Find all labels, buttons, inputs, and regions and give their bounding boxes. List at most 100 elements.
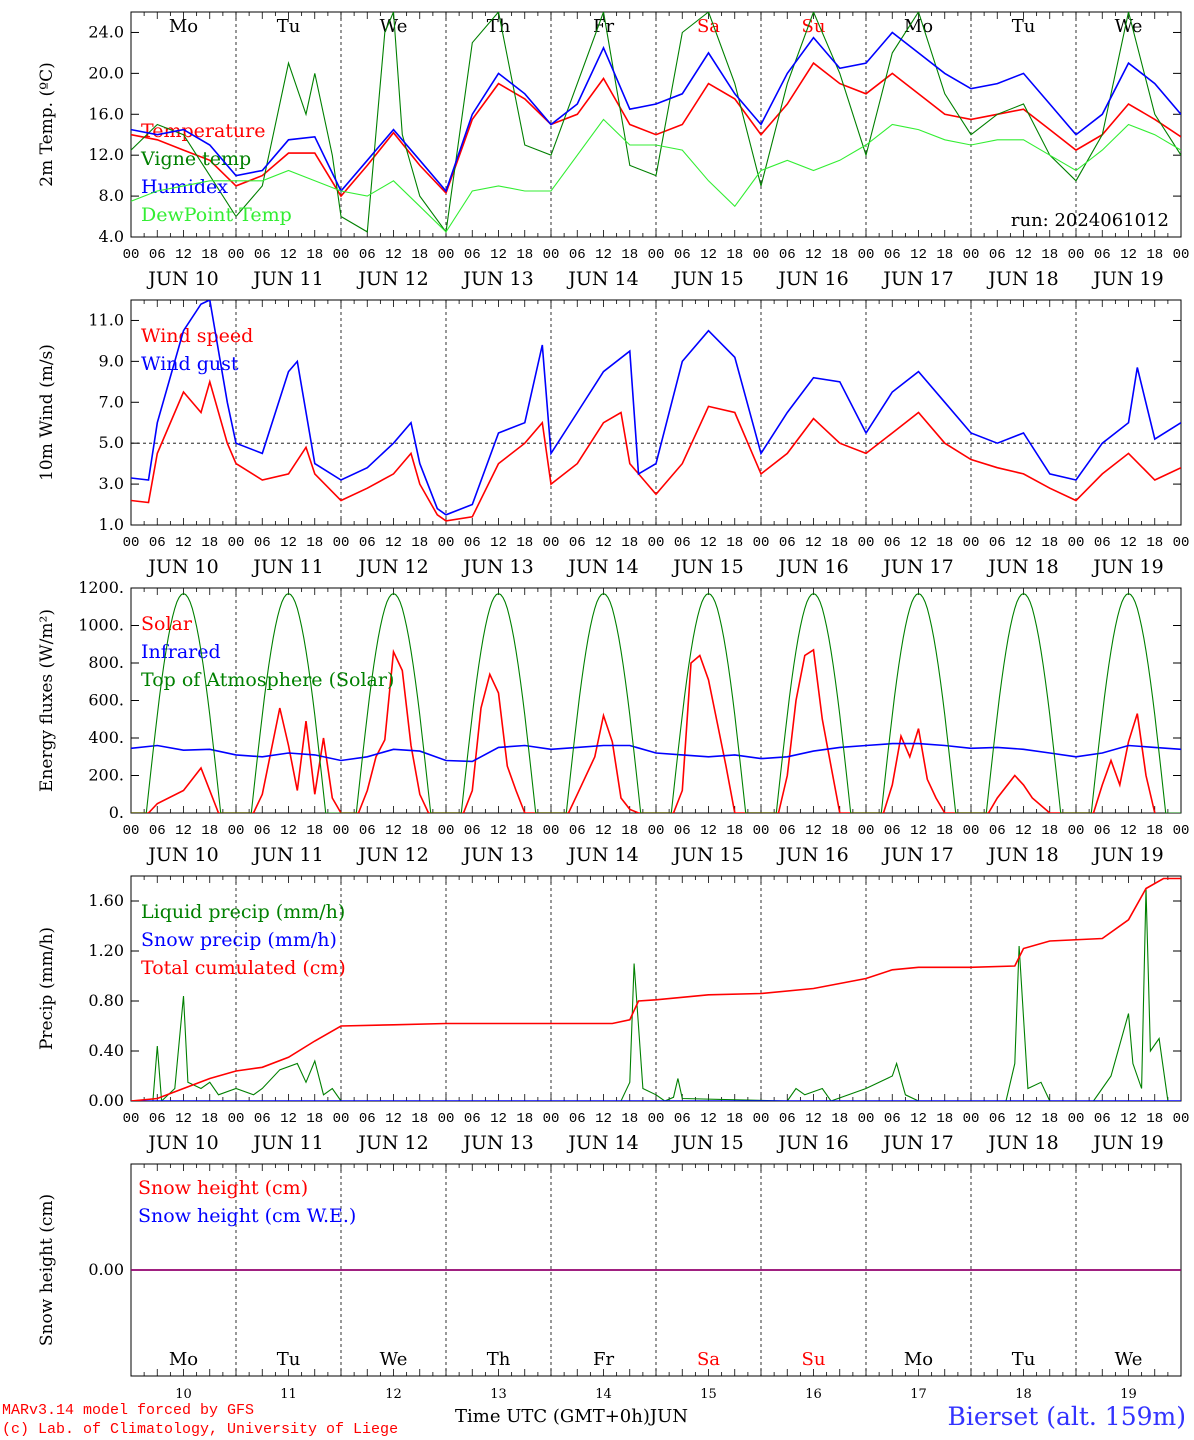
hour-tick-label: 06: [359, 1111, 376, 1127]
hour-tick-label: 12: [1015, 535, 1032, 551]
hour-tick-label: 18: [621, 1111, 638, 1127]
date-label: JUN 15: [671, 1132, 743, 1154]
hour-tick-label: 12: [595, 247, 612, 263]
hour-tick-label: 00: [1068, 247, 1085, 263]
hour-tick-label: 06: [569, 1111, 586, 1127]
legend-entry: Solar: [141, 613, 193, 635]
day-number: 15: [700, 1387, 717, 1402]
hour-tick-label: 00: [1173, 823, 1190, 839]
hour-tick-label: 06: [149, 823, 166, 839]
weekday-label: Tu: [1012, 1349, 1036, 1370]
weekday-label: Mo: [904, 1349, 933, 1370]
weekday-label: Th: [487, 16, 511, 37]
date-label: JUN 11: [251, 268, 323, 290]
hour-tick-label: 12: [175, 535, 192, 551]
hour-tick-label: 00: [1068, 823, 1085, 839]
hour-tick-label: 06: [989, 1111, 1006, 1127]
date-label: JUN 18: [986, 556, 1058, 578]
hour-tick-label: 18: [411, 247, 428, 263]
date-label: JUN 19: [1091, 268, 1163, 290]
hour-tick-label: 12: [805, 535, 822, 551]
weekday-label: Su: [802, 1349, 826, 1370]
hour-tick-label: 12: [490, 247, 507, 263]
hour-tick-label: 06: [989, 247, 1006, 263]
date-label: JUN 17: [881, 844, 953, 866]
hour-tick-label: 12: [805, 247, 822, 263]
hour-tick-label: 18: [201, 247, 218, 263]
hour-tick-label: 00: [648, 1111, 665, 1127]
hour-tick-label: 06: [779, 823, 796, 839]
hour-tick-label: 12: [385, 535, 402, 551]
hour-tick-label: 06: [779, 247, 796, 263]
date-label: JUN 12: [356, 844, 428, 866]
hour-tick-label: 00: [543, 247, 560, 263]
hour-tick-label: 00: [228, 535, 245, 551]
date-label: JUN 16: [776, 268, 848, 290]
hour-tick-label: 06: [149, 535, 166, 551]
hour-tick-label: 06: [254, 1111, 271, 1127]
hour-tick-label: 18: [621, 535, 638, 551]
hour-tick-label: 00: [438, 247, 455, 263]
date-label: JUN 12: [356, 556, 428, 578]
y-tick-label: 1.0: [99, 515, 124, 534]
hour-tick-label: 06: [674, 823, 691, 839]
weekday-label: We: [1115, 16, 1143, 37]
hour-tick-label: 06: [884, 1111, 901, 1127]
hour-tick-label: 18: [201, 1111, 218, 1127]
date-label: JUN 13: [461, 844, 533, 866]
hour-tick-label: 12: [280, 823, 297, 839]
y-tick-label: 24.0: [88, 22, 124, 41]
series-line: [131, 31, 1181, 193]
date-label: JUN 10: [146, 844, 218, 866]
hour-tick-label: 18: [1041, 535, 1058, 551]
hour-tick-label: 00: [438, 1111, 455, 1127]
hour-tick-label: 12: [700, 535, 717, 551]
hour-tick-label: 18: [1041, 247, 1058, 263]
hour-tick-label: 00: [648, 247, 665, 263]
hour-tick-label: 00: [963, 1111, 980, 1127]
date-label: JUN 11: [251, 844, 323, 866]
hour-tick-label: 00: [753, 247, 770, 263]
hour-tick-label: 18: [201, 823, 218, 839]
date-label: JUN 14: [566, 556, 638, 578]
hour-tick-label: 18: [411, 1111, 428, 1127]
hour-tick-label: 12: [700, 247, 717, 263]
hour-tick-label: 12: [175, 247, 192, 263]
hour-tick-label: 06: [359, 823, 376, 839]
legend-entry: Liquid precip (mm/h): [141, 901, 345, 923]
hour-tick-label: 18: [936, 1111, 953, 1127]
weekday-label: We: [1115, 1349, 1143, 1370]
legend-entry: Temperature: [141, 120, 265, 142]
y-tick-label: 3.0: [99, 474, 124, 493]
hour-tick-label: 00: [543, 535, 560, 551]
hour-tick-label: 12: [805, 823, 822, 839]
hour-tick-label: 06: [884, 247, 901, 263]
hour-tick-label: 18: [306, 1111, 323, 1127]
hour-tick-label: 00: [543, 823, 560, 839]
hour-tick-label: 12: [595, 823, 612, 839]
hour-tick-label: 06: [254, 535, 271, 551]
hour-tick-label: 06: [464, 247, 481, 263]
date-label: JUN 10: [146, 556, 218, 578]
hour-tick-label: 00: [753, 535, 770, 551]
hour-tick-label: 12: [490, 823, 507, 839]
hour-tick-label: 12: [1120, 535, 1137, 551]
weekday-label: Th: [487, 1349, 511, 1370]
weekday-label: Fr: [593, 1349, 614, 1370]
legend-entry: Wind gust: [141, 353, 239, 375]
y-tick-label: 11.0: [88, 310, 124, 329]
date-label: JUN 19: [1091, 844, 1163, 866]
weekday-label: Mo: [169, 16, 198, 37]
y-tick-label: 1000.: [78, 616, 124, 635]
y-tick-label: 7.0: [99, 392, 124, 411]
date-label: JUN 19: [1091, 1132, 1163, 1154]
y-tick-label: 8.0: [99, 186, 124, 205]
series-line: [131, 300, 1181, 516]
hour-tick-label: 06: [1094, 1111, 1111, 1127]
y-tick-label: 5.0: [99, 433, 124, 452]
hour-tick-label: 12: [910, 823, 927, 839]
hour-tick-label: 18: [1041, 1111, 1058, 1127]
y-tick-label: 16.0: [88, 104, 124, 123]
date-label: JUN 14: [566, 268, 638, 290]
hour-tick-label: 00: [963, 823, 980, 839]
